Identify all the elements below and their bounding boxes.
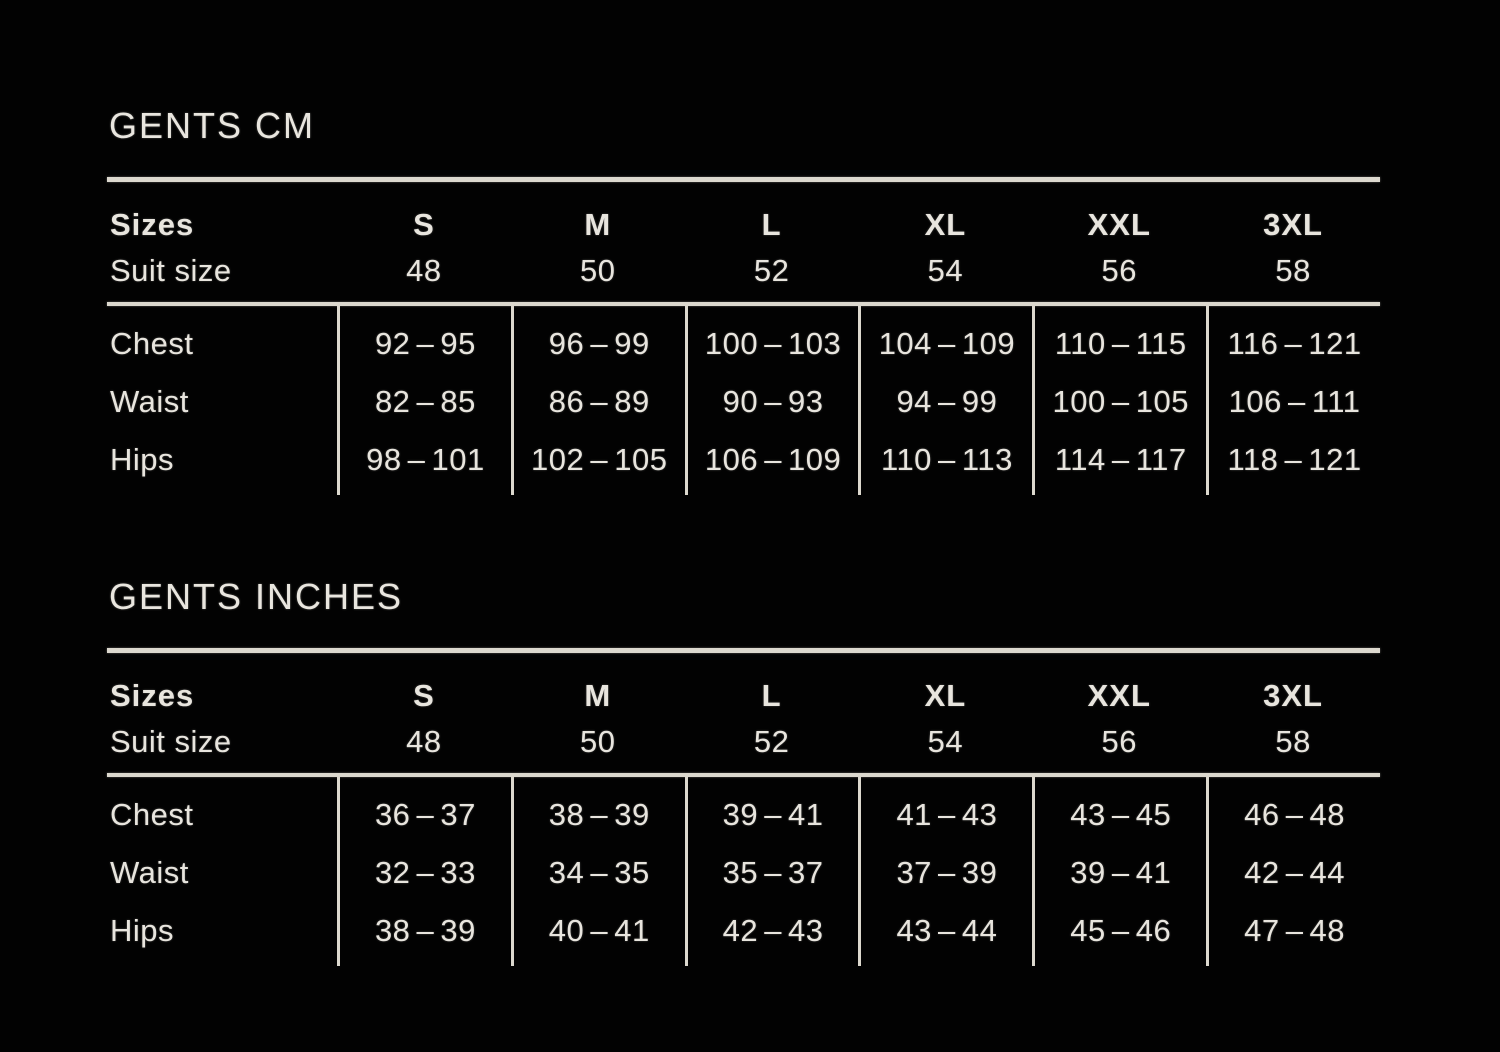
size-column-header: L (761, 207, 782, 242)
suit-size-label: Suit size (110, 724, 232, 759)
measurement-value: 96 – 99 (510, 306, 685, 373)
suit-size-value: 50 (580, 253, 616, 288)
size-column-header: 3XL (1263, 207, 1323, 242)
suit-size-value: 54 (927, 253, 964, 288)
measurement-value: 90 – 93 (684, 373, 859, 431)
table-top-rule (107, 648, 1380, 653)
row-label: Waist (110, 384, 189, 419)
measurement-value: 94 – 99 (858, 373, 1032, 431)
measurement-value: 46 – 48 (1206, 777, 1380, 844)
row-label: Waist (110, 855, 189, 890)
table-top-rule (107, 177, 1380, 182)
table-title: GENTS CM (109, 105, 316, 146)
row-label: Hips (110, 442, 175, 477)
measurement-value: 42 – 44 (1206, 844, 1380, 902)
measurement-value: 110 – 113 (858, 431, 1032, 495)
measurement-value: 100 – 105 (1032, 373, 1206, 431)
gents-cm-table: GENTS CM Sizes S M L XL XXL 3XL Suit siz… (107, 104, 1380, 495)
table-body: Chest 92 – 95 96 – 99 100 – 103 104 – 10… (107, 306, 1380, 495)
suit-size-value: 52 (753, 724, 790, 759)
size-column-header: S (413, 207, 435, 242)
measurement-value: 100 – 103 (684, 306, 859, 373)
measurement-value: 38 – 39 (337, 902, 511, 966)
measurement-value: 47 – 48 (1206, 902, 1380, 966)
measurement-value: 40 – 41 (510, 902, 685, 966)
measurement-value: 102 – 105 (510, 431, 685, 495)
measurement-value: 36 – 37 (337, 777, 511, 844)
gents-inches-table: GENTS INCHES Sizes S M L XL XXL 3XL Suit… (107, 575, 1380, 966)
size-column-header: XXL (1087, 678, 1151, 713)
size-names-row: Sizes S M L XL XXL 3XL (107, 182, 1380, 248)
suit-size-value: 50 (580, 724, 616, 759)
spacer (107, 765, 1380, 773)
suit-size-label: Suit size (110, 253, 232, 288)
suit-size-value: 48 (406, 724, 442, 759)
measurement-value: 92 – 95 (337, 306, 511, 373)
measurement-value: 41 – 43 (858, 777, 1032, 844)
suit-size-value: 56 (1101, 253, 1137, 288)
table-header: Sizes S M L XL XXL 3XL Suit size 48 50 5… (107, 182, 1380, 294)
table-header: Sizes S M L XL XXL 3XL Suit size 48 50 5… (107, 653, 1380, 765)
measurement-row: Waist 82 – 85 86 – 89 90 – 93 94 – 99 10… (107, 373, 1380, 431)
row-label: Chest (110, 326, 194, 361)
spacer (107, 294, 1380, 302)
measurement-value: 86 – 89 (510, 373, 685, 431)
size-column-header: XL (924, 678, 967, 713)
row-label: Hips (110, 913, 175, 948)
measurement-row: Chest 92 – 95 96 – 99 100 – 103 104 – 10… (107, 306, 1380, 373)
table-body-rule (107, 773, 1380, 777)
table-body: Chest 36 – 37 38 – 39 39 – 41 41 – 43 43… (107, 777, 1380, 966)
measurement-row: Hips 98 – 101 102 – 105 106 – 109 110 – … (107, 431, 1380, 495)
size-column-header: M (584, 207, 612, 242)
measurement-value: 42 – 43 (684, 902, 859, 966)
suit-size-row: Suit size 48 50 52 54 56 58 (107, 248, 1380, 294)
measurement-value: 32 – 33 (337, 844, 511, 902)
measurement-value: 45 – 46 (1032, 902, 1206, 966)
measurement-value: 39 – 41 (684, 777, 859, 844)
measurement-value: 106 – 109 (684, 431, 859, 495)
suit-size-value: 56 (1101, 724, 1137, 759)
measurement-value: 82 – 85 (337, 373, 511, 431)
measurement-value: 116 – 121 (1206, 306, 1380, 373)
measurement-value: 114 – 117 (1032, 431, 1206, 495)
measurement-value: 106 – 111 (1206, 373, 1380, 431)
measurement-value: 37 – 39 (858, 844, 1032, 902)
measurement-value: 35 – 37 (684, 844, 859, 902)
size-names-row: Sizes S M L XL XXL 3XL (107, 653, 1380, 719)
measurement-row: Chest 36 – 37 38 – 39 39 – 41 41 – 43 43… (107, 777, 1380, 844)
size-column-header: L (761, 678, 782, 713)
measurement-value: 34 – 35 (510, 844, 685, 902)
measurement-value: 38 – 39 (510, 777, 685, 844)
size-column-header: 3XL (1263, 678, 1323, 713)
measurement-value: 43 – 45 (1032, 777, 1206, 844)
table-body-rule (107, 302, 1380, 306)
suit-size-value: 48 (406, 253, 442, 288)
measurement-value: 110 – 115 (1032, 306, 1206, 373)
suit-size-value: 58 (1275, 253, 1311, 288)
suit-size-row: Suit size 48 50 52 54 56 58 (107, 719, 1380, 765)
measurement-value: 43 – 44 (858, 902, 1032, 966)
row-label: Chest (110, 797, 194, 832)
measurement-row: Waist 32 – 33 34 – 35 35 – 37 37 – 39 39… (107, 844, 1380, 902)
measurement-value: 118 – 121 (1206, 431, 1380, 495)
suit-size-value: 52 (753, 253, 790, 288)
table-title: GENTS INCHES (109, 576, 404, 617)
size-column-header: S (413, 678, 435, 713)
size-column-header: XXL (1087, 207, 1151, 242)
measurement-value: 39 – 41 (1032, 844, 1206, 902)
size-column-header: M (584, 678, 612, 713)
measurement-row: Hips 38 – 39 40 – 41 42 – 43 43 – 44 45 … (107, 902, 1380, 966)
suit-size-value: 54 (927, 724, 964, 759)
sizes-header-label: Sizes (110, 207, 195, 242)
suit-size-value: 58 (1275, 724, 1311, 759)
measurement-value: 104 – 109 (858, 306, 1032, 373)
measurement-value: 98 – 101 (337, 431, 511, 495)
sizes-header-label: Sizes (110, 678, 195, 713)
size-column-header: XL (924, 207, 967, 242)
